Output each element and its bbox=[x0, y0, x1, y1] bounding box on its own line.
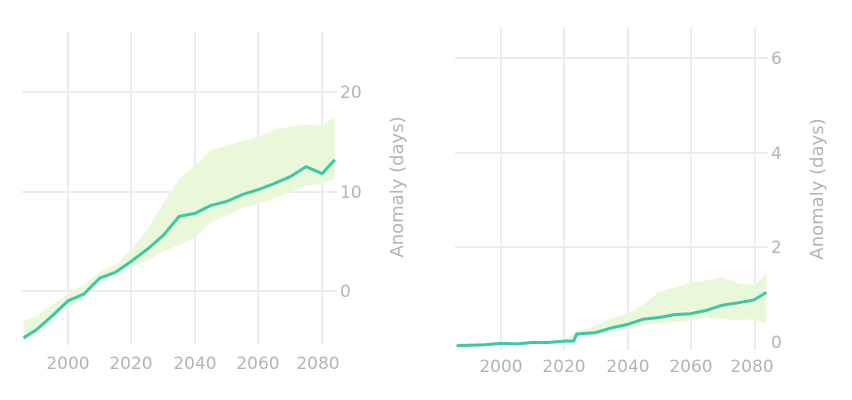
right-y-tick: 0 bbox=[771, 333, 782, 353]
right-x-tick: 2000 bbox=[479, 357, 522, 377]
left-x-tick: 2000 bbox=[46, 354, 89, 374]
left-y-axis: 0 10 20 Anomaly (days) bbox=[340, 83, 408, 302]
right-y-tick: 6 bbox=[771, 49, 782, 69]
right-y-tick: 2 bbox=[771, 238, 782, 258]
left-anomaly-chart: 2000 2020 2040 2060 2080 0 10 20 Anomaly… bbox=[22, 32, 408, 374]
right-x-tick: 2020 bbox=[542, 357, 585, 377]
left-x-tick: 2060 bbox=[236, 354, 279, 374]
right-y-axis-title: Anomaly (days) bbox=[807, 118, 828, 259]
left-y-tick: 0 bbox=[340, 282, 351, 302]
right-uncertainty-band bbox=[456, 273, 767, 348]
left-x-tick: 2020 bbox=[109, 354, 152, 374]
left-x-axis: 2000 2020 2040 2060 2080 bbox=[46, 354, 339, 374]
right-y-tick: 4 bbox=[771, 144, 782, 164]
left-x-tick: 2080 bbox=[296, 354, 339, 374]
left-uncertainty-band bbox=[23, 116, 335, 341]
left-x-tick: 2040 bbox=[173, 354, 216, 374]
right-anomaly-chart: 2000 2020 2040 2060 2080 0 2 4 6 Anomaly… bbox=[426, 0, 852, 400]
right-y-axis: 0 2 4 6 Anomaly (days) bbox=[771, 49, 828, 353]
left-y-tick: 10 bbox=[340, 183, 362, 203]
right-chart-svg: 2000 2020 2040 2060 2080 0 2 4 6 Anomaly… bbox=[455, 27, 828, 377]
left-median-line bbox=[22, 158, 336, 340]
right-x-tick: 2060 bbox=[669, 357, 712, 377]
right-median-line bbox=[456, 291, 768, 348]
left-y-axis-title: Anomaly (days) bbox=[387, 116, 408, 257]
left-chart-svg: 2000 2020 2040 2060 2080 0 10 20 Anomaly… bbox=[22, 32, 408, 374]
left-y-tick: 20 bbox=[340, 83, 362, 103]
right-x-axis: 2000 2020 2040 2060 2080 bbox=[479, 357, 773, 377]
right-x-tick: 2040 bbox=[606, 357, 649, 377]
right-x-tick: 2080 bbox=[730, 357, 773, 377]
